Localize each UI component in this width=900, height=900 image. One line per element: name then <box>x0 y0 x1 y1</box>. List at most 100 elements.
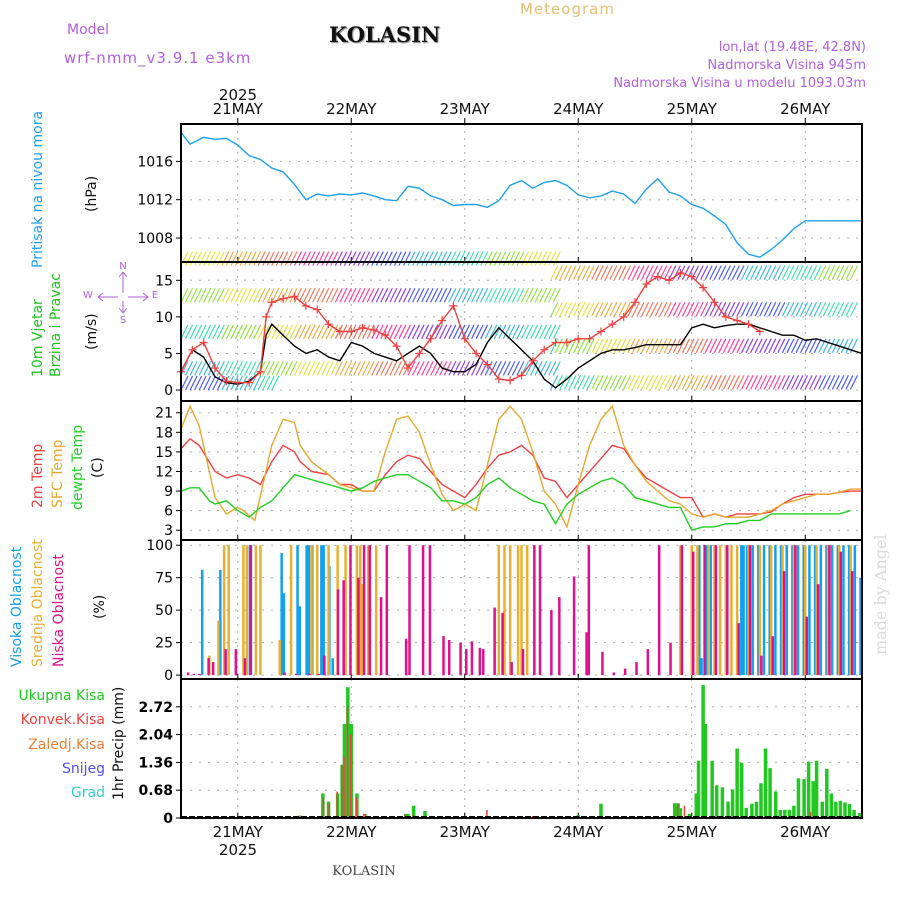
wind-arrow <box>316 287 325 303</box>
wind-arrow <box>700 265 709 280</box>
wind-arrow <box>539 251 548 266</box>
wind-arrow <box>407 287 416 303</box>
wind-arrow <box>348 287 357 303</box>
wind-arrow <box>461 287 471 303</box>
wind-arrow <box>185 375 194 391</box>
y-tick-label-1-1: 5 <box>164 346 173 362</box>
bar-niska-oblacnost <box>192 673 196 676</box>
wind-arrow <box>582 301 591 317</box>
wind-arrow <box>525 324 534 340</box>
bar-niska-oblacnost <box>408 545 411 676</box>
wind-arrow <box>275 251 284 266</box>
wind-arrow <box>207 375 216 391</box>
bar-ukupna-kisa <box>783 809 787 818</box>
wind-arrow <box>600 338 609 354</box>
wind-arrow <box>709 265 718 280</box>
wind-arrow <box>668 265 677 280</box>
wind-arrow <box>266 287 275 303</box>
elevation-label: Nadmorska Visina 945m <box>708 58 867 73</box>
wind-arrow <box>713 338 722 354</box>
wind-arrow <box>198 361 207 376</box>
precip-conv-label: Konvek.Kisa <box>21 712 105 728</box>
wind-arrow <box>412 287 421 303</box>
bar-srednja-oblacnost <box>696 545 699 676</box>
wind-arrow <box>604 338 613 354</box>
bar-visoka-oblacnost <box>768 545 771 676</box>
bar-srednja-oblacnost <box>525 545 529 676</box>
wind-arrow <box>804 375 813 390</box>
wind-arrow <box>244 287 253 303</box>
wind-arrow <box>582 338 591 354</box>
wind-arrow <box>745 375 754 390</box>
wind-arrow <box>786 265 795 280</box>
wind-arrow <box>731 265 740 280</box>
wind-arrow <box>271 324 280 340</box>
wind-arrow <box>298 287 307 303</box>
wind-arrow <box>421 361 430 376</box>
bar-ukupna-kisa <box>768 768 772 818</box>
gust-marker <box>472 349 481 358</box>
wind-arrow <box>425 324 434 340</box>
wind-arrow <box>416 251 425 266</box>
wind-arrow <box>434 251 443 266</box>
wind-arrow <box>691 338 700 354</box>
bar-ukupna-kisa <box>754 801 759 818</box>
wind-arrow <box>330 324 339 340</box>
bar-ukupna-kisa <box>423 811 427 818</box>
wind-arrow <box>312 287 321 303</box>
wind-arrow <box>362 251 371 266</box>
wind-arrow <box>421 324 430 340</box>
wind-arrow <box>194 251 203 266</box>
wind-arrow <box>298 251 307 266</box>
wind-arrow <box>457 361 466 376</box>
wind-arrow <box>645 301 654 317</box>
bar-konvek-kisa <box>346 706 349 818</box>
wind-arrow <box>831 375 840 390</box>
wind-arrow <box>818 265 827 280</box>
gust-marker <box>551 338 560 347</box>
wind-arrow <box>822 338 831 354</box>
bar-ukupna-kisa <box>838 800 843 818</box>
gust-marker <box>733 316 742 325</box>
wind-arrow <box>244 251 253 266</box>
wind-arrow <box>548 361 557 376</box>
bar-srednja-oblacnost <box>838 545 841 676</box>
wind-arrow <box>849 265 858 280</box>
series-line-2m-temp <box>180 437 862 519</box>
bar-niska-oblacnost <box>533 545 536 676</box>
bar-ukupna-kisa <box>820 801 825 818</box>
wind-arrow <box>203 361 212 376</box>
gust-marker <box>426 334 435 343</box>
bar-srednja-oblacnost <box>374 545 378 676</box>
x-label-top-4: 25MAY <box>667 100 718 118</box>
bar-niska-oblacnost <box>249 545 252 676</box>
bar-srednja-oblacnost <box>724 545 728 676</box>
wind-arrow <box>253 375 262 391</box>
wind-arrow <box>266 375 275 391</box>
wind-arrow <box>681 338 691 354</box>
wind-arrow <box>230 251 239 266</box>
bar-niska-oblacnost <box>342 580 345 676</box>
wind-arrow <box>330 251 339 266</box>
wind-arrow <box>194 375 203 391</box>
wind-arrow <box>357 287 366 303</box>
wind-arrow <box>348 361 357 376</box>
bar-konvek-kisa <box>322 797 325 818</box>
bar-visoka-oblacnost <box>762 545 766 676</box>
wind-arrow <box>530 324 539 340</box>
bar-ukupna-kisa <box>778 809 783 818</box>
wind-arrow <box>577 338 586 354</box>
wind-arrow <box>530 251 539 266</box>
wind-arrow <box>849 301 858 317</box>
wind-arrow <box>600 301 609 317</box>
wind-arrow <box>795 265 804 280</box>
wind-arrow <box>389 251 398 266</box>
wind-arrow <box>471 361 480 376</box>
wind-arrow <box>790 265 799 280</box>
temp-dewpt-label: dewpt Temp <box>70 425 86 510</box>
wind-arrow <box>480 251 489 266</box>
wind-arrow <box>650 265 659 280</box>
wind-arrow <box>650 338 659 354</box>
wind-arrow <box>731 338 740 354</box>
bar-ukupna-kisa <box>773 791 778 818</box>
